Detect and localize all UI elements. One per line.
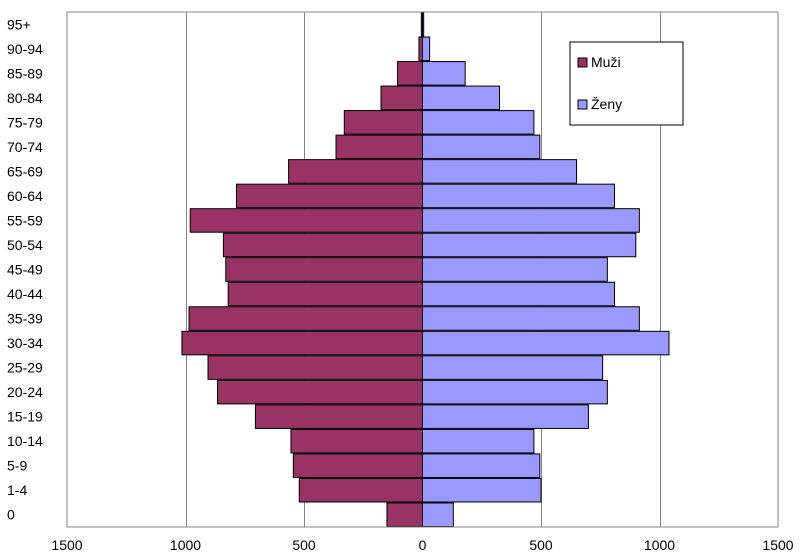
- bar-zeny-45-49: [422, 257, 608, 282]
- y-tick-label: 65-69: [7, 163, 43, 179]
- bar-muzi-90-94: [418, 36, 424, 62]
- bar-zeny-15-19: [422, 404, 589, 429]
- bar-zeny-5-9: [422, 453, 541, 478]
- bar-muzi-45-49: [225, 257, 423, 282]
- x-tick-label: 1500: [762, 537, 793, 553]
- y-tick-label: 5-9: [7, 458, 27, 474]
- y-tick-label: 75-79: [7, 114, 43, 130]
- y-tick-label: 45-49: [7, 262, 43, 278]
- y-tick-label: 1-4: [7, 482, 27, 498]
- bar-zeny-65-69: [422, 159, 578, 184]
- bar-muzi-40-44: [227, 281, 423, 307]
- bar-muzi-70-74: [335, 134, 423, 160]
- bar-muzi-75-79: [343, 110, 424, 135]
- bar-muzi-10-14: [290, 428, 423, 454]
- bar-muzi-35-39: [188, 306, 423, 331]
- bar-zeny-85-89: [422, 61, 466, 86]
- y-tick-label: 80-84: [7, 90, 43, 106]
- y-tick-label: 15-19: [7, 409, 43, 425]
- bar-zeny-55-59: [422, 208, 640, 233]
- bar-zeny-20-24: [422, 379, 608, 405]
- y-tick-label: 85-89: [7, 65, 43, 81]
- legend-label: Ženy: [591, 96, 622, 112]
- y-tick-label: 90-94: [7, 41, 43, 57]
- x-tick-label: 1000: [644, 537, 675, 553]
- bar-zeny-95+: [422, 11, 425, 37]
- bar-muzi-15-19: [254, 404, 423, 429]
- bar-muzi-20-24: [216, 379, 423, 405]
- bar-zeny-40-44: [422, 281, 615, 307]
- legend-box: [569, 41, 684, 126]
- y-tick-label: 55-59: [7, 212, 43, 228]
- y-axis-tick-labels: 0 1-4 5-9 10-14 15-19 20-24 25-29 30-34 35-39 40-…: [7, 16, 43, 522]
- bar-muzi-80-84: [380, 85, 423, 111]
- bars: [181, 11, 670, 528]
- bar-zeny-10-14: [422, 428, 535, 454]
- y-tick-label: 25-29: [7, 360, 43, 376]
- x-tick-label: 0: [419, 537, 427, 553]
- bar-zeny-50-54: [422, 232, 637, 258]
- bar-muzi-60-64: [235, 183, 423, 209]
- y-tick-label: 60-64: [7, 188, 43, 204]
- legend-swatch: [577, 57, 588, 68]
- legend-label: Muži: [591, 54, 621, 70]
- bar-zeny-60-64: [422, 183, 615, 209]
- y-tick-label: 20-24: [7, 384, 43, 400]
- x-tick-label: 500: [529, 537, 553, 553]
- legend: Muži Ženy: [569, 41, 684, 126]
- bar-muzi-65-69: [288, 159, 423, 184]
- bar-muzi-85-89: [397, 61, 423, 86]
- y-tick-label: 30-34: [7, 335, 43, 351]
- bar-zeny-75-79: [422, 110, 535, 135]
- y-tick-label: 10-14: [7, 433, 43, 449]
- x-tick-label: 1500: [51, 537, 82, 553]
- bar-zeny-70-74: [422, 134, 541, 160]
- bar-zeny-0: [422, 502, 454, 528]
- bar-zeny-30-34: [422, 330, 670, 356]
- y-tick-label: 0: [7, 507, 15, 523]
- y-tick-label: 95+: [7, 16, 31, 32]
- x-axis-tick-labels: 1500 1000 500 0 500 1000 1500: [51, 537, 793, 553]
- legend-swatch: [577, 99, 588, 110]
- bar-zeny-35-39: [422, 306, 640, 331]
- bar-muzi-50-54: [222, 232, 423, 258]
- bar-muzi-5-9: [292, 453, 423, 478]
- bar-muzi-0: [386, 502, 424, 528]
- plot-area-border: [66, 11, 779, 528]
- y-tick-label: 35-39: [7, 311, 43, 327]
- bar-muzi-25-29: [207, 355, 423, 380]
- bar-zeny-25-29: [422, 355, 604, 380]
- x-tick-label: 500: [292, 537, 316, 553]
- y-tick-label: 50-54: [7, 237, 43, 253]
- bar-zeny-1-4: [422, 477, 542, 503]
- bar-zeny-80-84: [422, 85, 501, 111]
- bar-muzi-30-34: [181, 330, 423, 356]
- y-tick-label: 70-74: [7, 139, 43, 155]
- x-tick-label: 1000: [170, 537, 201, 553]
- bar-muzi-55-59: [189, 208, 423, 233]
- y-tick-label: 40-44: [7, 286, 43, 302]
- bar-muzi-1-4: [298, 477, 424, 503]
- bar-zeny-90-94: [422, 36, 431, 62]
